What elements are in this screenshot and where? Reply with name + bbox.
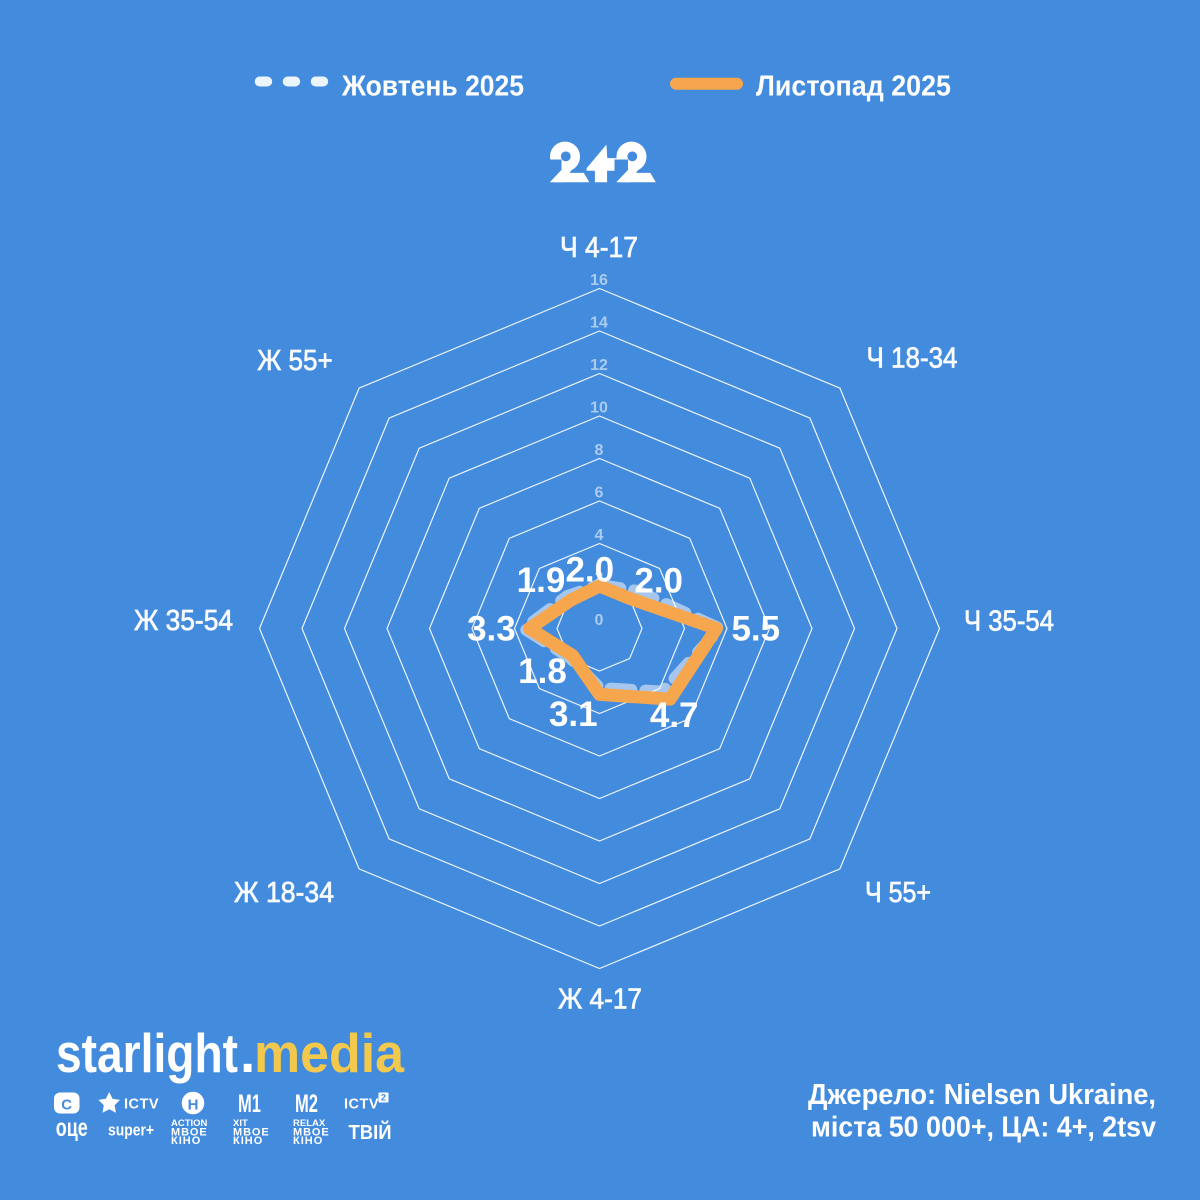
svg-text:2: 2	[595, 570, 604, 587]
svg-text:Ч 4-17: Ч 4-17	[560, 232, 638, 264]
svg-text:МВОЕ: МВОЕ	[233, 1127, 270, 1139]
svg-text:ICTV: ICTV	[344, 1097, 379, 1113]
svg-text:Ж 4-17: Ж 4-17	[558, 984, 642, 1016]
svg-text:ТВІЙ: ТВІЙ	[349, 1120, 392, 1144]
svg-text:Ч 35-54: Ч 35-54	[964, 606, 1054, 638]
svg-text:КІНО: КІНО	[233, 1135, 263, 1147]
svg-text:Ч 18-34: Ч 18-34	[867, 343, 958, 375]
svg-text:2: 2	[381, 1093, 386, 1103]
svg-text:Джерело: Nielsen Ukraine,: Джерело: Nielsen Ukraine,	[808, 1079, 1156, 1111]
svg-text:starlight: starlight	[56, 1022, 238, 1084]
svg-text:КІНО: КІНО	[293, 1135, 323, 1147]
svg-text:2.0: 2.0	[634, 562, 683, 601]
svg-text:5.5: 5.5	[731, 610, 780, 649]
svg-text:14: 14	[590, 315, 608, 332]
svg-text:М1: М1	[238, 1090, 261, 1118]
svg-text:М2: М2	[295, 1090, 318, 1118]
svg-text:ACTION: ACTION	[171, 1118, 208, 1129]
svg-text:МВОЕ: МВОЕ	[171, 1127, 208, 1139]
svg-text:Ж 55+: Ж 55+	[257, 345, 333, 377]
svg-text:ICTV: ICTV	[124, 1097, 159, 1113]
svg-text:Ж 35-54: Ж 35-54	[134, 605, 233, 637]
svg-text:10: 10	[590, 400, 608, 417]
svg-text:C: C	[61, 1097, 72, 1114]
svg-text:Жовтень 2025: Жовтень 2025	[341, 71, 524, 103]
svg-text:.: .	[240, 1022, 255, 1084]
svg-text:media: media	[254, 1022, 404, 1084]
svg-text:4: 4	[595, 527, 604, 544]
svg-text:3.3: 3.3	[467, 610, 516, 649]
svg-text:2.0: 2.0	[565, 551, 614, 590]
svg-text:Листопад 2025: Листопад 2025	[756, 71, 951, 103]
svg-text:1.8: 1.8	[518, 652, 567, 691]
svg-text:КІНО: КІНО	[171, 1135, 201, 1147]
svg-text:0: 0	[595, 612, 604, 629]
svg-text:ХІТ: ХІТ	[233, 1118, 248, 1129]
svg-text:міста 50 000+, ЦА: 4+, 2tsv: міста 50 000+, ЦА: 4+, 2tsv	[811, 1112, 1156, 1144]
svg-text:оце: оце	[56, 1114, 88, 1142]
svg-text:Ж 18-34: Ж 18-34	[234, 877, 334, 909]
svg-text:RELAX: RELAX	[293, 1118, 326, 1129]
svg-text:6: 6	[595, 485, 604, 502]
svg-text:8: 8	[595, 442, 604, 459]
svg-text:1.9: 1.9	[517, 561, 566, 600]
svg-text:3.1: 3.1	[549, 695, 598, 734]
svg-text:Н: Н	[188, 1097, 199, 1114]
svg-text:4.7: 4.7	[650, 696, 699, 735]
svg-text:12: 12	[590, 357, 608, 374]
svg-text:МВОЕ: МВОЕ	[293, 1127, 330, 1139]
svg-text:Ч 55+: Ч 55+	[865, 877, 931, 909]
svg-text:16: 16	[590, 272, 608, 289]
svg-text:super+: super+	[108, 1121, 154, 1140]
